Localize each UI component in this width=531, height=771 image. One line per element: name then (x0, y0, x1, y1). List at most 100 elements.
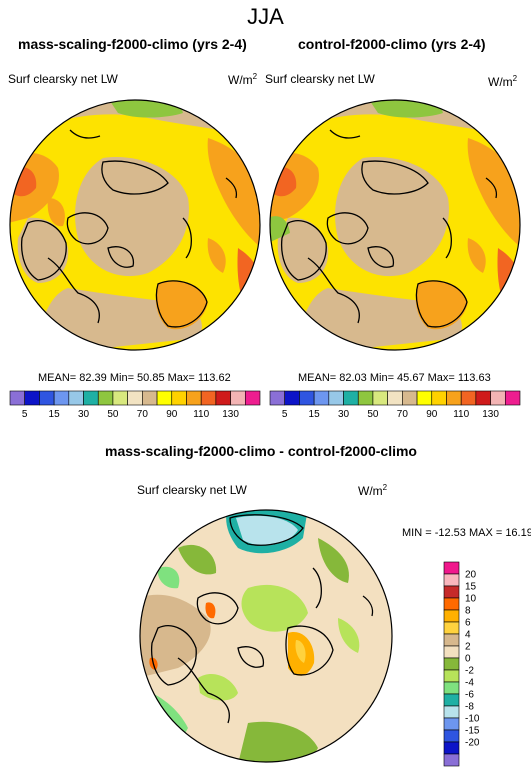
diff-colorbar-tick-label: -4 (465, 678, 474, 689)
diff-colorbar-swatch (443, 705, 460, 719)
right-colorbar-swatch (372, 390, 388, 406)
right-colorbar-tick-label: 30 (338, 409, 350, 420)
diff-colorbar-tick-label: 6 (465, 618, 471, 629)
left-colorbar-swatch (53, 390, 70, 406)
left-polar-map (9, 99, 261, 351)
diff-colorbar-swatch (443, 753, 460, 767)
diff-colorbar-tick-label: 0 (465, 654, 471, 665)
diff-colorbar-swatch (443, 741, 460, 755)
right-colorbar-swatch (490, 390, 506, 406)
right-colorbar-swatch (460, 390, 477, 406)
diff-colorbar-tick-label: -2 (465, 666, 474, 677)
left-colorbar-swatch (24, 390, 40, 406)
right-colorbar-tick-label: 70 (397, 409, 409, 420)
left-colorbar-swatch (68, 390, 84, 406)
diff-colorbar-swatch (443, 585, 460, 599)
left-colorbar-swatch (112, 390, 128, 406)
left-colorbar-swatch (9, 390, 26, 406)
right-colorbar-swatch (313, 390, 330, 406)
right-panel-title: control-f2000-climo (yrs 2-4) (298, 36, 486, 52)
left-colorbar-swatch (83, 390, 99, 406)
diff-colorbar-swatch (443, 669, 460, 683)
diff-colorbar-swatch (443, 681, 460, 695)
diff-colorbar-tick-label: 20 (465, 570, 477, 581)
right-colorbar-swatch (416, 390, 433, 406)
diff-colorbar-tick-label: 15 (465, 582, 477, 593)
left-colorbar-tick-label: 50 (107, 409, 119, 420)
diff-colorbar-swatch (443, 657, 460, 671)
left-panel-title: mass-scaling-f2000-climo (yrs 2-4) (18, 36, 247, 52)
right-units-label: W/m2 (488, 74, 518, 89)
left-colorbar: 5 15 30 50 70 90 110 130 (9, 390, 261, 420)
right-colorbar-swatch (387, 390, 403, 406)
right-colorbar-swatch (357, 390, 374, 406)
diff-colorbar-tick-label: 10 (465, 594, 477, 605)
diff-colorbar-tick-label: -6 (465, 690, 474, 701)
diff-colorbar-swatch (443, 729, 460, 743)
figure-title: JJA (247, 4, 284, 29)
diff-stats: MIN = -12.53 MAX = 16.19 (402, 527, 531, 539)
left-colorbar-tick-label: 5 (22, 409, 28, 420)
right-colorbar-swatch (402, 390, 418, 406)
diff-colorbar-tick-label: 2 (465, 642, 471, 653)
left-colorbar-tick-label: 30 (78, 409, 90, 420)
diff-variable-label: Surf clearsky net LW (137, 483, 247, 497)
diff-colorbar-tick-label: -20 (465, 738, 480, 749)
left-colorbar-tick-label: 130 (222, 409, 239, 420)
left-units-label: W/m2 (228, 72, 258, 87)
right-colorbar-swatch (343, 390, 359, 406)
left-colorbar-swatch (200, 390, 217, 406)
right-colorbar-tick-label: 50 (367, 409, 379, 420)
diff-colorbar-swatch (443, 561, 460, 575)
diff-colorbar-swatch (443, 597, 460, 611)
left-colorbar-swatch (230, 390, 246, 406)
left-colorbar-swatch (97, 390, 114, 406)
left-colorbar-tick-label: 90 (166, 409, 178, 420)
left-colorbar-tick-label: 70 (137, 409, 149, 420)
left-stats: MEAN= 82.39 Min= 50.85 Max= 113.62 (38, 372, 231, 384)
right-colorbar-swatch (284, 390, 300, 406)
diff-colorbar-swatch (443, 717, 460, 731)
diff-colorbar-tick-label: -15 (465, 726, 480, 737)
diff-colorbar-tick-label: 8 (465, 606, 471, 617)
diff-colorbar-swatch (443, 573, 460, 587)
left-colorbar-tick-label: 110 (193, 409, 209, 420)
diff-units-label: W/m2 (358, 483, 388, 498)
right-colorbar-tick-label: 130 (482, 409, 499, 420)
left-colorbar-swatch (244, 390, 261, 406)
diff-colorbar-swatch (443, 621, 460, 635)
right-colorbar-tick-label: 5 (282, 409, 288, 420)
diff-colorbar-swatch (443, 645, 460, 659)
left-colorbar-swatch (171, 390, 187, 406)
left-colorbar-swatch (215, 390, 231, 406)
right-colorbar-swatch (328, 390, 344, 406)
diff-polar-map (139, 509, 393, 763)
diff-colorbar-swatch (443, 693, 460, 707)
diff-colorbar-swatch (443, 609, 460, 623)
left-colorbar-swatch (156, 390, 173, 406)
right-colorbar: 5 15 30 50 70 90 110 130 (269, 390, 521, 420)
right-polar-map (269, 99, 521, 351)
right-colorbar-swatch (504, 390, 521, 406)
diff-colorbar-swatch (443, 633, 460, 647)
coastlines (20, 129, 238, 328)
diff-panel-title: mass-scaling-f2000-climo - control-f2000… (105, 443, 417, 459)
right-colorbar-tick-label: 110 (453, 409, 469, 420)
left-colorbar-tick-label: 15 (49, 409, 61, 420)
diff-colorbar-tick-label: -10 (465, 714, 480, 725)
right-colorbar-tick-label: 90 (426, 409, 438, 420)
right-colorbar-swatch (431, 390, 447, 406)
left-colorbar-swatch (142, 390, 158, 406)
left-colorbar-swatch (127, 390, 143, 406)
right-variable-label: Surf clearsky net LW (265, 72, 375, 86)
right-colorbar-tick-label: 15 (309, 409, 321, 420)
diff-colorbar-tick-label: 4 (465, 630, 471, 641)
diff-colorbar-tick-label: -8 (465, 702, 474, 713)
left-colorbar-swatch (39, 390, 55, 406)
right-colorbar-swatch (299, 390, 315, 406)
right-colorbar-swatch (269, 390, 286, 406)
right-stats: MEAN= 82.03 Min= 45.67 Max= 113.63 (298, 372, 491, 384)
right-colorbar-swatch (446, 390, 462, 406)
left-colorbar-swatch (186, 390, 202, 406)
left-variable-label: Surf clearsky net LW (8, 72, 118, 86)
